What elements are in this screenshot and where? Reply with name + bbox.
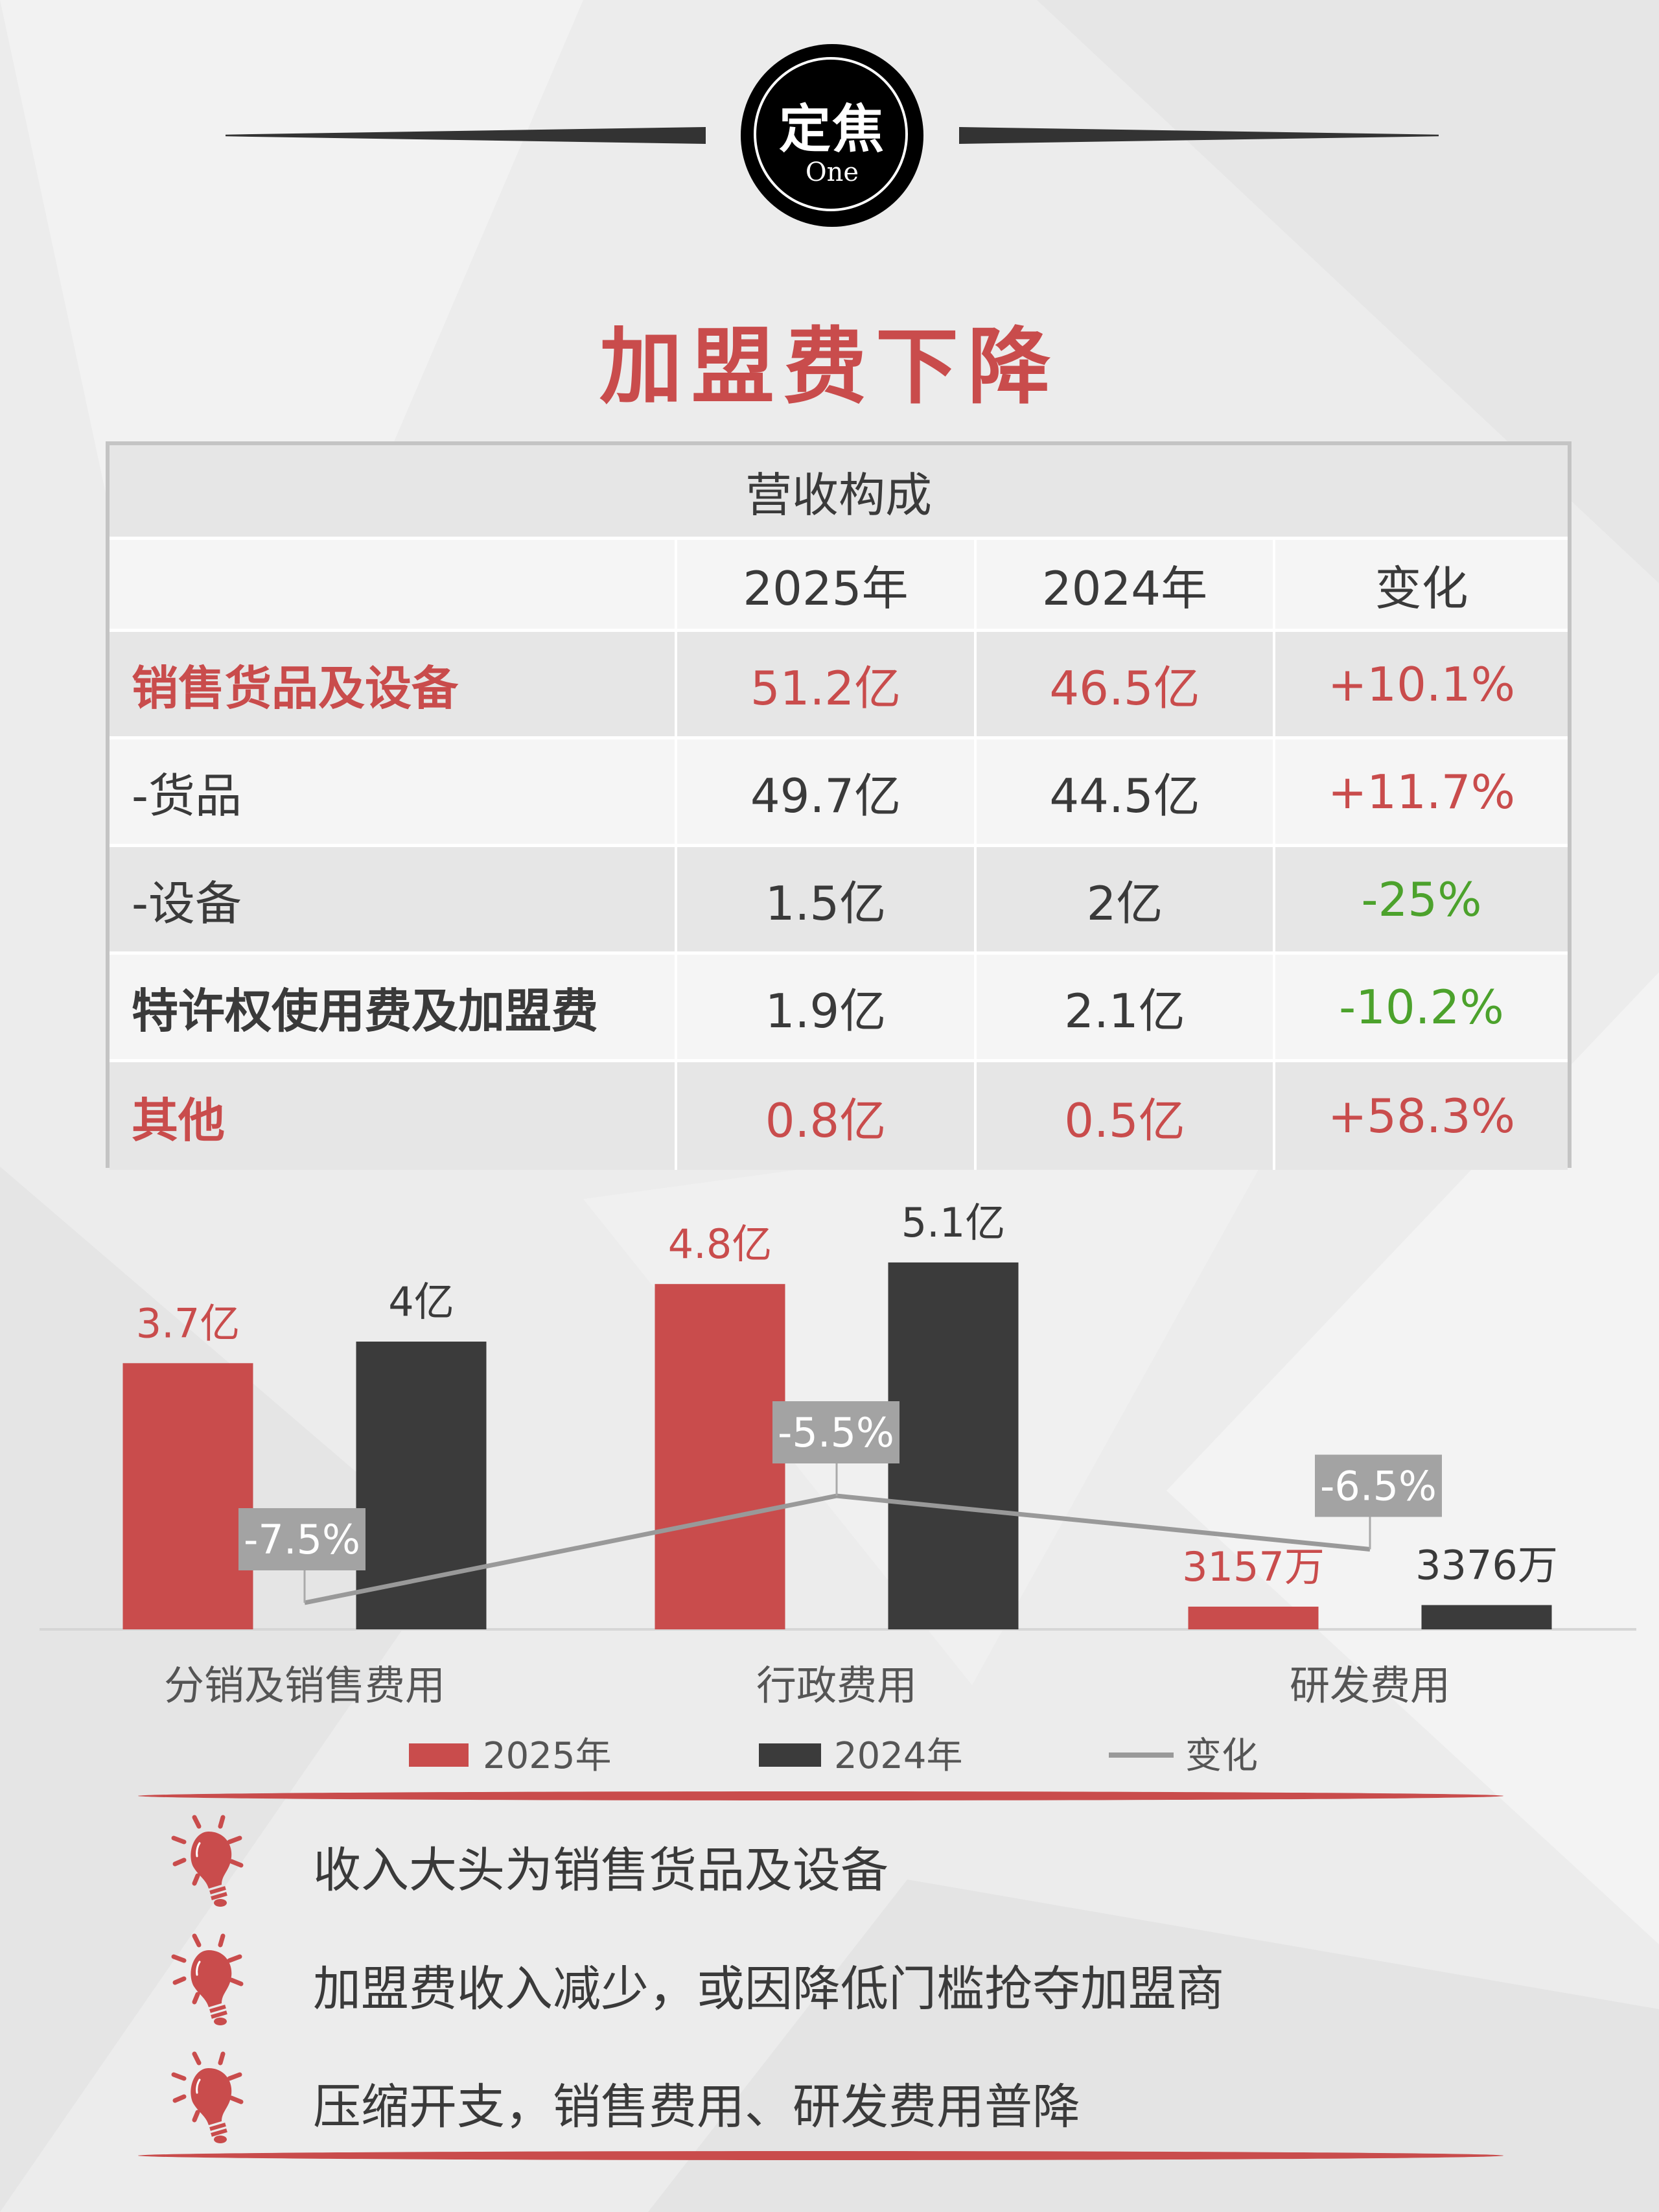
category-label: 研发费用	[1290, 1662, 1450, 1709]
table-row: -设备 1.5亿 2亿 -25%	[110, 847, 1568, 955]
change-label: -5.5%	[778, 1409, 894, 1456]
header-cell	[110, 540, 675, 629]
value-2024: 46.5亿	[974, 632, 1273, 736]
value-2024: 2亿	[974, 847, 1273, 951]
legend-swatch-2025	[409, 1743, 469, 1767]
lightbulb-icon	[170, 1812, 254, 1909]
value-2024: 44.5亿	[974, 739, 1273, 844]
bar-value-label: 3376万	[1415, 1542, 1558, 1589]
bullet-text: 加盟费收入减少，或因降低门槛抢夺加盟商	[313, 1961, 1224, 2017]
page-title: 加盟费下降	[599, 319, 1060, 415]
bar-2025	[1188, 1606, 1319, 1629]
change-value: -25%	[1273, 847, 1568, 951]
row-label: 销售货品及设备	[132, 661, 459, 716]
row-label: -设备	[132, 876, 242, 931]
category-label: 分销及销售费用	[164, 1662, 445, 1709]
revenue-table: 营收构成 2025年 2024年 变化 销售货品及设备 51.2亿 46.5亿 +10…	[106, 441, 1572, 1170]
change-value: -10.2%	[1273, 955, 1568, 1059]
row-label: 其他	[132, 1093, 226, 1148]
table-row: -货品 49.7亿 44.5亿 +11.7%	[110, 739, 1568, 847]
legend-label-2025: 2025年	[483, 1735, 612, 1777]
legend-label-2024: 2024年	[834, 1735, 963, 1777]
value-2025: 51.2亿	[675, 632, 974, 736]
lightbulb-icon	[170, 2049, 254, 2146]
table-row: 其他 0.8亿 0.5亿 +58.3%	[110, 1062, 1568, 1170]
badge-ring	[754, 57, 908, 211]
legend-label-change: 变化	[1185, 1735, 1258, 1777]
table-caption-row: 营收构成	[110, 445, 1568, 540]
header-cell: 2025年	[675, 540, 974, 629]
bar-2024	[1421, 1605, 1552, 1629]
divider-bottom	[138, 2151, 1503, 2160]
header-cell: 2024年	[974, 540, 1273, 629]
bar-2025	[122, 1363, 253, 1629]
change-value: +58.3%	[1273, 1062, 1568, 1170]
table-header-row: 2025年 2024年 变化	[110, 540, 1568, 632]
divider-top	[138, 1791, 1503, 1800]
bar-2025	[655, 1284, 785, 1629]
legend-swatch-2024	[759, 1743, 821, 1767]
value-2025: 1.5亿	[675, 847, 974, 951]
row-label: -货品	[132, 769, 242, 823]
table-row: 特许权使用费及加盟费 1.9亿 2.1亿 -10.2%	[110, 955, 1568, 1062]
bullet-text: 压缩开支，销售费用、研发费用普降	[313, 2079, 1080, 2135]
lightbulb-icon	[170, 1931, 254, 2028]
table-caption: 营收构成	[745, 468, 932, 522]
bar-value-label: 3.7亿	[136, 1299, 240, 1347]
bar-value-label: 4.8亿	[668, 1220, 772, 1268]
badge-subtitle: One	[805, 157, 859, 187]
change-label-box	[772, 1401, 899, 1463]
row-label: 特许权使用费及加盟费	[132, 984, 599, 1038]
header-cell: 变化	[1273, 540, 1568, 629]
value-2025: 0.8亿	[675, 1062, 974, 1170]
bar-value-label: 4亿	[388, 1278, 454, 1325]
bullet-text: 收入大头为销售货品及设备	[313, 1843, 888, 1898]
value-2024: 2.1亿	[974, 955, 1273, 1059]
value-2025: 49.7亿	[675, 739, 974, 844]
category-label: 行政费用	[756, 1662, 917, 1709]
bar-2024	[888, 1262, 1019, 1629]
change-value: +10.1%	[1273, 632, 1568, 736]
change-label-box	[1315, 1454, 1442, 1517]
bar-value-label: 5.1亿	[901, 1199, 1006, 1246]
change-label: -7.5%	[244, 1516, 360, 1563]
value-2024: 0.5亿	[974, 1062, 1273, 1170]
table-row: 销售货品及设备 51.2亿 46.5亿 +10.1%	[110, 632, 1568, 739]
bar-value-label: 3157万	[1182, 1543, 1325, 1590]
expense-chart: 3.7亿 4.8亿 3157万 4亿 5.1亿 3376万 -7.5% -5.5% -6.5% 分…	[40, 1199, 1636, 1777]
badge-title: 定焦	[779, 99, 885, 159]
value-2025: 1.9亿	[675, 955, 974, 1059]
change-label: -6.5%	[1320, 1463, 1437, 1510]
change-label-box	[238, 1508, 365, 1570]
change-value: +11.7%	[1273, 739, 1568, 844]
